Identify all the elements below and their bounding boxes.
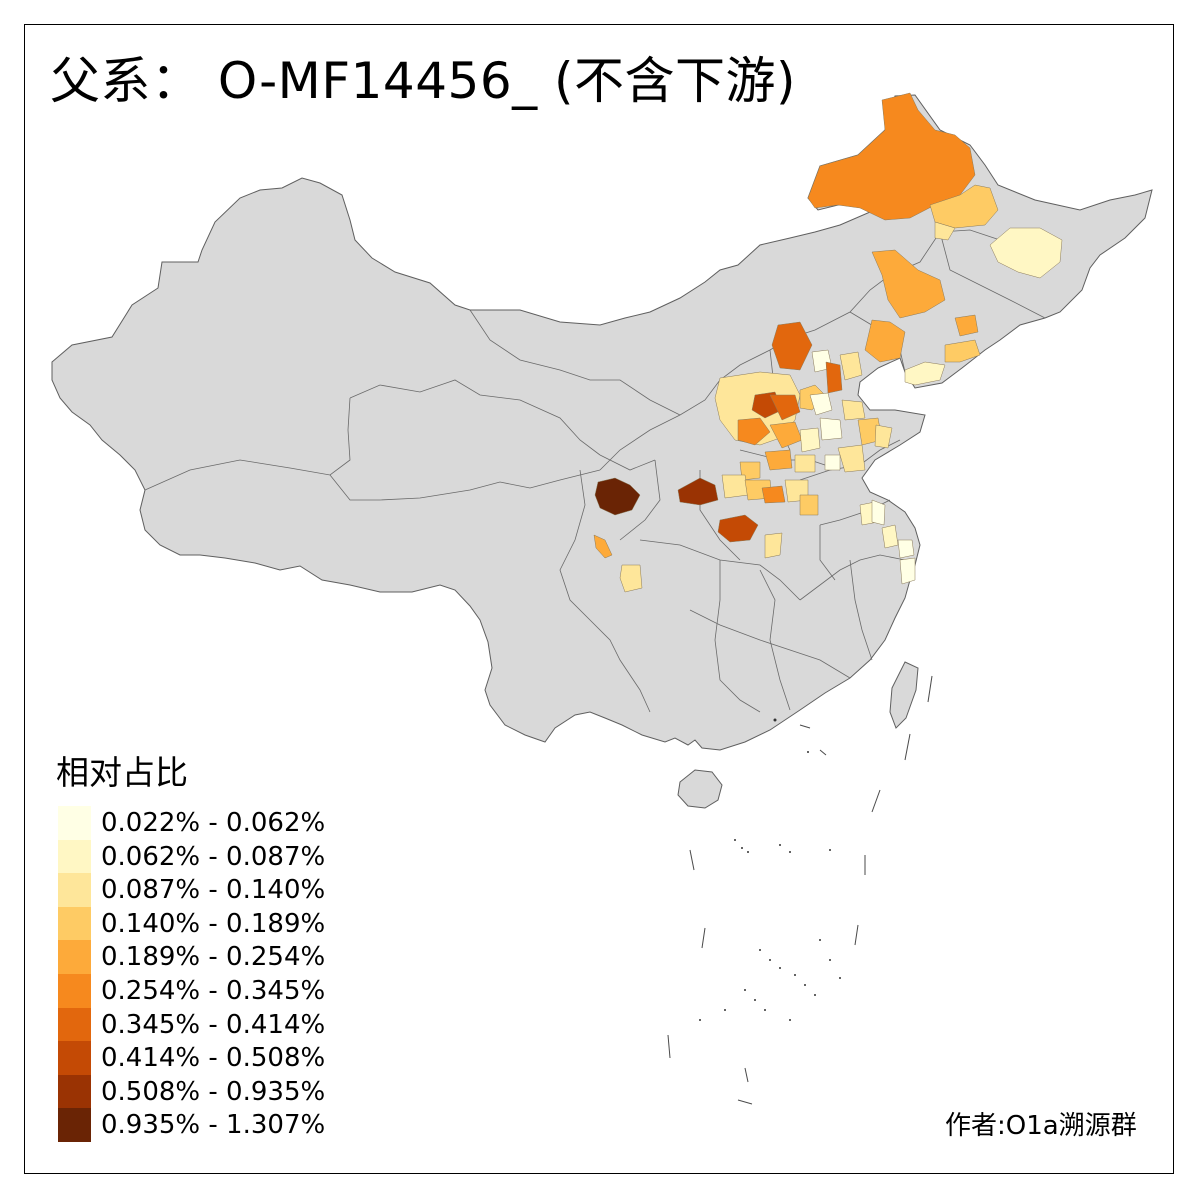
region-hanzhong (717, 514, 759, 543)
region-jiangsu-4 (897, 539, 915, 559)
region-hinggan-2 (934, 221, 956, 241)
region-henan-n-2 (794, 454, 816, 473)
region-dingxi (594, 477, 641, 516)
region-hebei-6 (837, 444, 866, 473)
region-hebei-7 (824, 454, 841, 471)
legend-swatch (58, 940, 91, 974)
region-beijing-n (839, 351, 863, 381)
region-ankang (764, 532, 783, 559)
region-baotou (771, 321, 813, 371)
region-henan-3 (761, 485, 786, 504)
legend-swatch (58, 806, 91, 840)
legend-label: 0.508% - 0.935% (101, 1076, 326, 1107)
legend-swatch (58, 1007, 91, 1042)
region-hebei-2 (819, 417, 843, 441)
region-aba (593, 534, 613, 559)
legend-label: 0.189% - 0.254% (101, 942, 326, 973)
region-hebei-1 (841, 399, 866, 421)
region-jiangsu-3 (881, 524, 899, 549)
region-chifeng (871, 249, 946, 319)
data-regions (593, 92, 1063, 593)
region-hulunbuir (807, 92, 976, 221)
legend-label: 0.254% - 0.345% (101, 975, 326, 1006)
region-shanxi-4 (809, 392, 833, 416)
region-henan-1 (721, 474, 749, 499)
legend-swatch (58, 973, 91, 1008)
legend-label: 0.062% - 0.087% (101, 841, 326, 872)
legend-title: 相对占比 (56, 753, 188, 792)
map-title: 父系： O-MF14456_ (不含下游) (50, 52, 797, 110)
region-liaoning-2 (954, 314, 979, 337)
author-credit: 作者:O1a溯源群 (945, 1111, 1137, 1141)
region-heilongjiang (989, 227, 1063, 279)
region-tianshui (677, 477, 719, 506)
region-henan-n-1 (764, 449, 793, 471)
hainan-island (677, 769, 723, 809)
legend-label: 0.345% - 0.414% (101, 1009, 326, 1040)
region-chengdu (619, 564, 643, 593)
region-liaoning-1 (864, 319, 906, 363)
legend-label: 0.414% - 0.508% (101, 1043, 326, 1074)
region-zhejiang (899, 557, 916, 585)
region-liaoning-4 (904, 361, 946, 386)
island-dots (699, 718, 841, 1021)
legend-swatch (58, 906, 91, 941)
south-sea-islands (667, 675, 933, 1105)
legend-label: 0.022% - 0.062% (101, 808, 326, 838)
region-hebei-4 (874, 424, 893, 449)
region-datong (825, 361, 843, 394)
legend-swatch (58, 839, 91, 874)
region-shanxi-5 (737, 417, 771, 446)
region-hebei-5 (799, 427, 821, 453)
legend-swatch (58, 1041, 91, 1075)
legend-swatch (58, 1108, 91, 1142)
legend-label: 0.935% - 1.307% (101, 1110, 326, 1141)
region-jiangsu-2 (871, 499, 886, 526)
region-henan-5 (799, 494, 819, 516)
legend-label: 0.087% - 0.140% (101, 875, 326, 906)
legend-swatch (58, 1074, 91, 1109)
legend-label: 0.140% - 0.189% (101, 908, 326, 939)
region-shanxi-2 (769, 394, 801, 421)
taiwan-island (889, 661, 919, 729)
legend-swatch (58, 873, 91, 907)
region-liaoning-3 (944, 339, 981, 363)
